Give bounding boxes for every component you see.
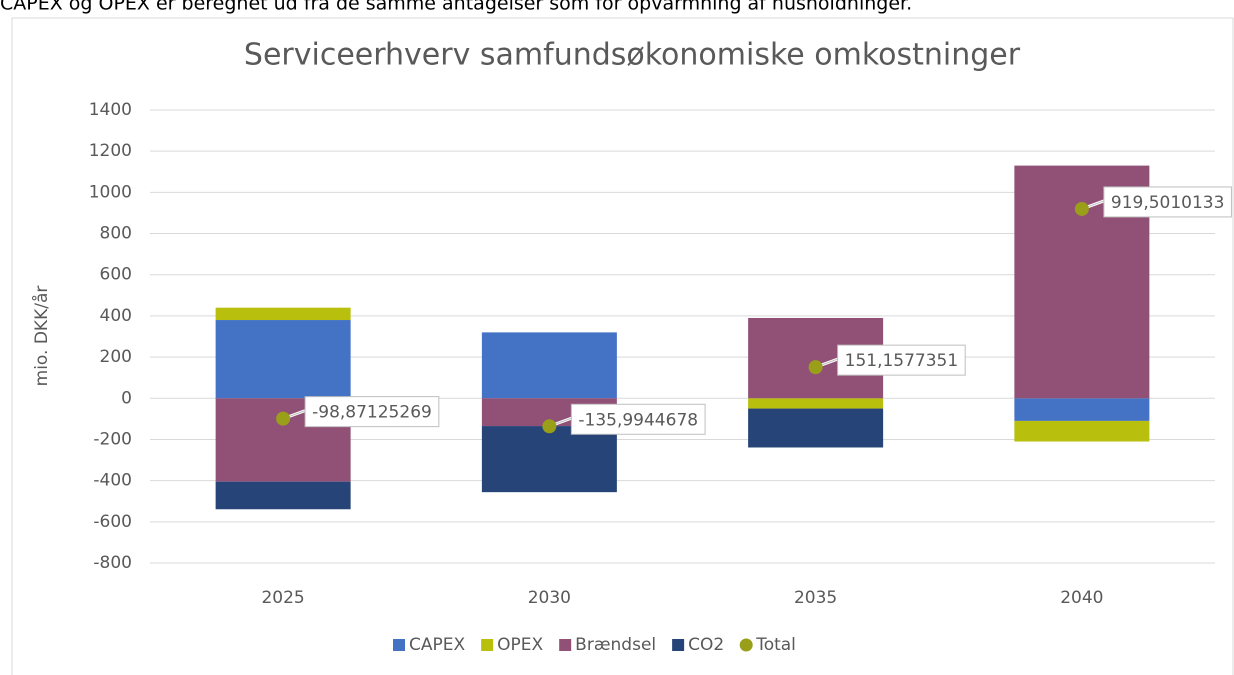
bar-segment (1014, 398, 1150, 421)
total-marker (276, 411, 291, 426)
legend-label: Brændsel (575, 635, 656, 655)
x-tick-label: 2030 (528, 588, 571, 608)
x-tick-label: 2025 (261, 588, 304, 608)
y-tick-label: -200 (93, 429, 132, 449)
data-label-box (304, 396, 440, 428)
legend: CAPEX OPEX Brændsel CO2 Total (393, 635, 796, 655)
y-tick-label: 1000 (89, 182, 132, 202)
data-label: 151,1577351 (845, 351, 959, 371)
total-marker (542, 419, 557, 434)
legend-swatch (481, 639, 494, 651)
data-label-box (837, 344, 966, 376)
bar-segment (215, 307, 351, 321)
legend-label: Total (755, 635, 796, 655)
y-tick-label: 0 (121, 388, 132, 408)
bar-segment (215, 320, 351, 399)
y-tick-label: 800 (100, 224, 132, 244)
bar-segment (1014, 420, 1150, 442)
legend-swatch (393, 639, 405, 651)
y-tick-label: -600 (93, 512, 132, 532)
bar-segment (481, 332, 617, 399)
y-tick-label: -400 (93, 471, 132, 491)
data-label-box (570, 403, 706, 435)
bar-segment (748, 408, 884, 448)
y-tick-label: -800 (93, 553, 132, 573)
bar-segment (748, 398, 884, 409)
bar-segment (215, 481, 351, 510)
data-label: -98,87125269 (312, 403, 432, 423)
y-tick-label: 600 (100, 265, 132, 285)
legend-swatch (739, 638, 753, 652)
legend-swatch (559, 639, 572, 651)
data-label-box (1103, 186, 1232, 218)
y-tick-label: 200 (100, 347, 132, 367)
x-tick-label: 2040 (1060, 588, 1103, 608)
chart-title: Serviceerhverv samfundsøkonomiske omkost… (244, 38, 1021, 73)
total-marker (1074, 201, 1089, 216)
total-marker (808, 360, 823, 375)
y-tick-label: 1400 (89, 100, 132, 120)
legend-label: OPEX (497, 635, 543, 655)
legend-label: CAPEX (409, 635, 465, 655)
legend-label: CO2 (688, 635, 724, 655)
y-axis-label: mio. DKK/år (31, 286, 52, 387)
y-tick-label: 400 (100, 306, 132, 326)
header-text: CAPEX og OPEX er beregnet ud fra de samm… (0, 0, 912, 15)
y-tick-label: 1200 (89, 141, 132, 161)
bar-segment (481, 426, 617, 493)
x-tick-label: 2035 (794, 588, 837, 608)
data-label: -135,9944678 (578, 410, 698, 430)
legend-swatch (672, 639, 685, 651)
data-label: 919,5010133 (1111, 193, 1225, 213)
